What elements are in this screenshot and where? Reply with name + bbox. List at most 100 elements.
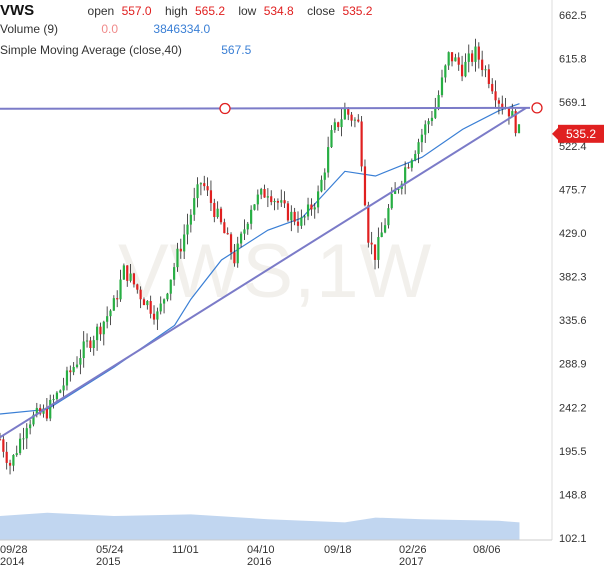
candle-up [303, 216, 306, 218]
candle-up [273, 200, 276, 203]
sma-series [0, 103, 520, 415]
candle-up [193, 198, 196, 215]
candles [0, 38, 521, 475]
candle-up [119, 279, 122, 300]
candle-up [427, 121, 430, 125]
x-tick-year: 2015 [96, 556, 120, 568]
candle-down [206, 186, 209, 191]
x-tick-label: 04/10 [247, 544, 275, 556]
candle-down [471, 53, 474, 62]
candle-up [327, 147, 330, 173]
candle-up [323, 172, 326, 180]
candle-up [102, 321, 105, 335]
ticker-symbol: VWS [0, 2, 35, 19]
candle-up [434, 107, 437, 118]
candle-up [72, 366, 75, 373]
candle-down [5, 451, 8, 463]
sma-line [0, 103, 520, 415]
candle-up [266, 196, 269, 198]
candle-down [363, 166, 367, 206]
volume-pane [0, 512, 520, 540]
volume-value-1: 0.0 [101, 22, 119, 36]
candle-up [146, 301, 149, 306]
high-label: high [164, 4, 188, 18]
candle-up [517, 124, 521, 134]
candle-up [183, 234, 186, 252]
candle-up [25, 428, 28, 439]
y-tick-label: 475.7 [559, 184, 587, 196]
candle-up [15, 453, 18, 456]
candle-down [477, 46, 480, 60]
legend-sma: Simple Moving Average (close,40) 567.5 [0, 43, 251, 57]
candle-down [350, 114, 353, 121]
candle-up [511, 111, 514, 117]
y-tick-label: 429.0 [559, 228, 587, 240]
candle-up [246, 223, 249, 230]
candle-down [457, 57, 460, 65]
close-label: close [307, 4, 336, 18]
candle-up [250, 209, 253, 224]
candle-up [280, 200, 283, 203]
candle-up [313, 207, 316, 210]
candle-up [199, 183, 203, 185]
candle-up [414, 153, 417, 161]
candle-up [216, 208, 219, 217]
candle-down [2, 439, 5, 452]
candle-up [65, 370, 69, 386]
candle-up [196, 184, 199, 199]
candle-down [370, 242, 373, 245]
low-label: low [238, 4, 257, 18]
trendline-handle [531, 102, 543, 114]
candle-down [126, 265, 129, 281]
candle-up [166, 293, 169, 300]
x-tick-label: 02/26 [399, 544, 427, 556]
trendline-horizontal [0, 106, 531, 110]
candle-up [75, 364, 79, 367]
candle-up [330, 130, 333, 148]
close-value: 535.2 [342, 4, 373, 18]
x-tick-year: 2017 [399, 556, 423, 568]
candle-up [32, 414, 35, 425]
y-tick-label: 335.6 [559, 315, 587, 327]
candle-down [149, 301, 152, 314]
candle-up [333, 122, 336, 131]
candle-up [49, 399, 52, 419]
x-tick-label: 05/24 [96, 544, 124, 556]
candle-up [260, 189, 263, 195]
candle-up [417, 142, 420, 154]
candle-up [377, 237, 380, 260]
candle-down [223, 222, 226, 234]
candle-up [52, 399, 55, 401]
candle-up [454, 57, 457, 62]
candle-up [159, 303, 162, 312]
candle-down [373, 244, 377, 260]
candle-up [122, 265, 125, 280]
candle-up [444, 65, 447, 78]
candle-up [340, 119, 343, 128]
candle-up [290, 211, 293, 221]
volume-value-2: 3846334.0 [153, 22, 211, 36]
candle-up [464, 61, 467, 77]
candle-down [487, 69, 490, 84]
y-tick-label: 569.1 [559, 97, 587, 109]
y-tick-label: 148.8 [559, 489, 587, 501]
candle-down [276, 200, 280, 203]
candle-down [507, 108, 511, 117]
candle-down [293, 211, 296, 222]
candle-down [116, 298, 119, 300]
candle-down [0, 439, 2, 441]
candle-down [286, 203, 290, 221]
trendlines[interactable] [0, 102, 543, 439]
candle-down [226, 233, 229, 235]
candle-down [407, 167, 410, 169]
candle-down [179, 248, 182, 252]
candle-up [394, 190, 397, 194]
candle-down [283, 200, 286, 204]
candle-up [82, 341, 85, 359]
candle-down [347, 108, 350, 115]
candle-down [8, 462, 12, 466]
candle-down [139, 289, 142, 300]
y-tick-label: 195.5 [559, 446, 587, 458]
candle-down [360, 121, 363, 167]
